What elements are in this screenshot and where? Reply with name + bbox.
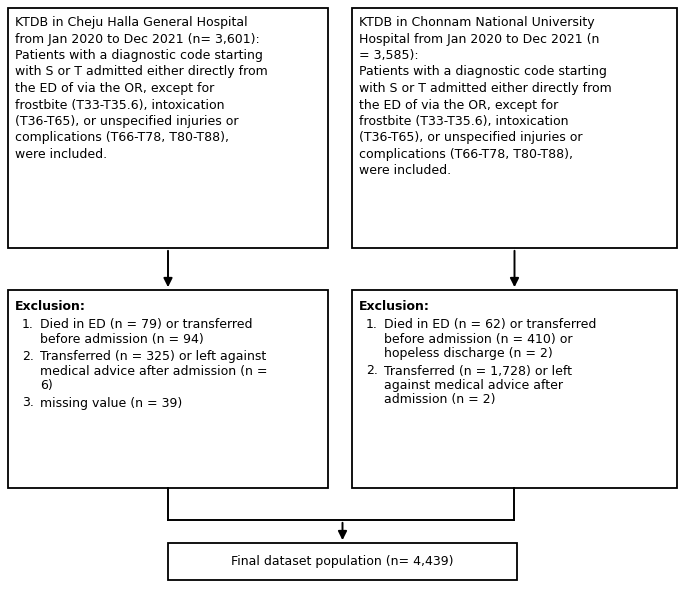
Text: 2.: 2. <box>366 365 378 378</box>
Text: before admission (n = 410) or: before admission (n = 410) or <box>384 333 573 346</box>
Text: Died in ED (n = 79) or transferred: Died in ED (n = 79) or transferred <box>40 318 253 331</box>
Bar <box>352 290 677 488</box>
Text: KTDB in Cheju Halla General Hospital
from Jan 2020 to Dec 2021 (n= 3,601):
Patie: KTDB in Cheju Halla General Hospital fro… <box>15 16 268 161</box>
Text: missing value (n = 39): missing value (n = 39) <box>40 397 182 410</box>
Bar <box>352 8 677 248</box>
Bar <box>8 290 328 488</box>
Text: Transferred (n = 1,728) or left: Transferred (n = 1,728) or left <box>384 365 572 378</box>
Text: Transferred (n = 325) or left against: Transferred (n = 325) or left against <box>40 350 266 363</box>
Text: Exclusion:: Exclusion: <box>359 300 430 313</box>
Bar <box>8 8 328 248</box>
Text: against medical advice after: against medical advice after <box>384 379 563 392</box>
Text: hopeless discharge (n = 2): hopeless discharge (n = 2) <box>384 347 553 360</box>
Text: Final dataset population (n= 4,439): Final dataset population (n= 4,439) <box>232 555 453 568</box>
Text: 1.: 1. <box>22 318 34 331</box>
Text: 1.: 1. <box>366 318 378 331</box>
Text: admission (n = 2): admission (n = 2) <box>384 394 495 406</box>
Bar <box>168 543 517 580</box>
Text: 3.: 3. <box>22 397 34 410</box>
Text: Died in ED (n = 62) or transferred: Died in ED (n = 62) or transferred <box>384 318 597 331</box>
Text: Exclusion:: Exclusion: <box>15 300 86 313</box>
Text: medical advice after admission (n =: medical advice after admission (n = <box>40 365 268 378</box>
Text: 6): 6) <box>40 379 53 392</box>
Text: 2.: 2. <box>22 350 34 363</box>
Text: KTDB in Chonnam National University
Hospital from Jan 2020 to Dec 2021 (n
= 3,58: KTDB in Chonnam National University Hosp… <box>359 16 612 177</box>
Text: before admission (n = 94): before admission (n = 94) <box>40 333 203 346</box>
